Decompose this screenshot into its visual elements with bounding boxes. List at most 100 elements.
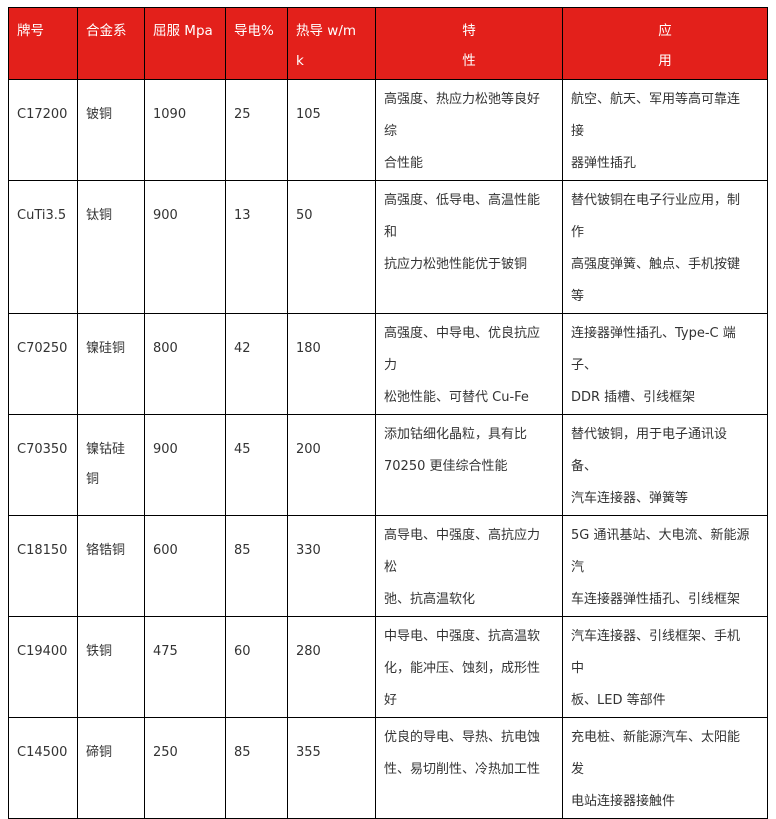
cell-value: 25	[234, 107, 251, 122]
cell-applications: 5G 通讯基站、大电流、新能源汽车连接器弹性插孔、引线框架	[562, 515, 768, 617]
cell-properties: 中导电、中强度、抗高温软 化，能冲压、蚀刻，成形性好	[375, 616, 563, 718]
cell-grade: C17200	[8, 79, 78, 181]
cell-value: 600	[153, 543, 178, 558]
cell-value: 180	[296, 341, 321, 356]
cell-line: 高导电、中强度、高抗应力	[384, 528, 541, 543]
cell-line: 镍硅铜	[86, 341, 126, 356]
cell-line: 中导电、中强度、抗高温软	[384, 629, 541, 644]
cell-yield: 900	[144, 180, 226, 314]
cell-value: 475	[153, 644, 178, 659]
cell-line: 铁铜	[86, 644, 113, 659]
table-row: CuTi3.5 钛铜 900 13 50 高强度、低导电、高温性能和抗应力松弛性能优于铍铜…	[8, 180, 768, 314]
cell-line: 综	[384, 124, 398, 139]
cell-properties: 高导电、中强度、高抗应力松弛、抗高温软化	[375, 515, 563, 617]
cell-value: 1090	[153, 107, 187, 122]
table-row: C14500 碲铜 250 85 355 优良的导电、导热、抗电蚀 性、易切削性、冷热加工性…	[8, 717, 768, 819]
header-line: 用	[658, 53, 672, 69]
cell-line: 高强度、热应力松弛等良好	[384, 92, 541, 107]
cell-conductivity: 45	[225, 414, 288, 516]
header-thermal: 热导 w/m k	[287, 7, 376, 80]
cell-thermal: 50	[287, 180, 376, 314]
cell-line: 连接器弹性插孔、Type-C 端	[571, 326, 736, 341]
cell-yield: 600	[144, 515, 226, 617]
cell-properties: 高强度、中导电、优良抗应力松弛性能、可替代 Cu-Fe	[375, 313, 563, 415]
header-applications: 应用	[562, 7, 768, 80]
cell-line: 添加钴细化晶粒，具有比	[384, 427, 528, 442]
table-row: C19400 铁铜 475 60 280 中导电、中强度、抗高温软 化，能冲压、蚀刻，成形性…	[8, 616, 768, 718]
cell-value: 85	[234, 543, 251, 558]
cell-line: 化，能冲压、蚀刻，成形性	[384, 661, 541, 676]
cell-alloy: 铍铜	[77, 79, 145, 181]
cell-yield: 475	[144, 616, 226, 718]
cell-grade: CuTi3.5	[8, 180, 78, 314]
cell-thermal: 330	[287, 515, 376, 617]
header-line: 性	[462, 53, 476, 69]
cell-alloy: 镍硅铜	[77, 313, 145, 415]
alloy-table: 牌号 合金系 屈服 Mpa 导电% 热导 w/m k 特性应用 C17200 铍铜 1090 25…	[8, 7, 768, 819]
cell-line: 板、LED 等部件	[571, 693, 666, 708]
cell-yield: 250	[144, 717, 226, 819]
cell-line: 铍铜	[86, 107, 113, 122]
cell-line: 备、	[571, 459, 598, 474]
cell-properties: 添加钴细化晶粒，具有比 70250 更佳综合性能	[375, 414, 563, 516]
cell-applications: 航空、航天、军用等高可靠连接器弹性插孔	[562, 79, 768, 181]
cell-line: 替代铍铜在电子行业应用，制	[571, 193, 741, 208]
cell-applications: 替代铍铜在电子行业应用，制作高强度弹簧、触点、手机按键等	[562, 180, 768, 314]
cell-line: 子、	[571, 358, 598, 373]
cell-value: 900	[153, 442, 178, 457]
table-row: C70250 镍硅铜 800 42 180 高强度、中导电、优良抗应力松弛性能、可替代 C…	[8, 313, 768, 415]
cell-line: 力	[384, 358, 398, 373]
cell-line: 松	[384, 560, 398, 575]
cell-line: 松弛性能、可替代 Cu-Fe	[384, 390, 529, 405]
cell-value: 85	[234, 745, 251, 760]
cell-line: 铜	[86, 472, 100, 487]
cell-yield: 800	[144, 313, 226, 415]
header-line: 牌号	[17, 23, 44, 39]
cell-value: 60	[234, 644, 251, 659]
cell-line: 铬锆铜	[86, 543, 126, 558]
cell-value: 250	[153, 745, 178, 760]
cell-applications: 替代铍铜，用于电子通讯设 备、汽车连接器、弹簧等	[562, 414, 768, 516]
cell-line: 替代铍铜，用于电子通讯设	[571, 427, 728, 442]
header-line: 屈服 Mpa	[153, 23, 213, 39]
cell-alloy: 钛铜	[77, 180, 145, 314]
cell-grade: C70350	[8, 414, 78, 516]
cell-value: CuTi3.5	[17, 208, 67, 223]
header-line: 导电%	[234, 23, 274, 39]
cell-line: 接	[571, 124, 585, 139]
cell-line: 高强度、低导电、高温性能	[384, 193, 541, 208]
cell-line: 抗应力松弛性能优于铍铜	[384, 257, 528, 272]
header-yield: 屈服 Mpa	[144, 7, 226, 80]
cell-line: 等	[571, 289, 585, 304]
cell-thermal: 280	[287, 616, 376, 718]
cell-line: 发	[571, 762, 585, 777]
cell-value: 13	[234, 208, 251, 223]
cell-value: C14500	[17, 745, 68, 760]
cell-line: 钛铜	[86, 208, 113, 223]
cell-line: 汽	[571, 560, 585, 575]
header-line: 热导 w/m	[296, 23, 357, 39]
header-row: 牌号 合金系 屈服 Mpa 导电% 热导 w/m k 特性应用	[8, 7, 768, 80]
cell-line: 车连接器弹性插孔、引线框架	[571, 592, 741, 607]
cell-value: C18150	[17, 543, 68, 558]
cell-value: 105	[296, 107, 321, 122]
cell-line: 汽车连接器、弹簧等	[571, 491, 689, 506]
cell-value: C19400	[17, 644, 68, 659]
header-line: 合金系	[86, 23, 127, 39]
cell-alloy: 铁铜	[77, 616, 145, 718]
cell-value: 800	[153, 341, 178, 356]
cell-line: 70250 更佳综合性能	[384, 459, 508, 474]
cell-value: 900	[153, 208, 178, 223]
cell-line: 高强度弹簧、触点、手机按键	[571, 257, 741, 272]
cell-conductivity: 42	[225, 313, 288, 415]
cell-applications: 汽车连接器、引线框架、手机中板、LED 等部件	[562, 616, 768, 718]
cell-value: 355	[296, 745, 321, 760]
header-properties: 特性	[375, 7, 563, 80]
cell-conductivity: 85	[225, 717, 288, 819]
table-row: C70350 镍钴硅铜 900 45 200 添加钴细化晶粒，具有比 70250 更佳综合性…	[8, 414, 768, 516]
cell-conductivity: 25	[225, 79, 288, 181]
cell-applications: 连接器弹性插孔、Type-C 端子、 DDR 插槽、引线框架	[562, 313, 768, 415]
cell-line: 性、易切削性、冷热加工性	[384, 762, 541, 777]
cell-value: 280	[296, 644, 321, 659]
cell-value: 200	[296, 442, 321, 457]
